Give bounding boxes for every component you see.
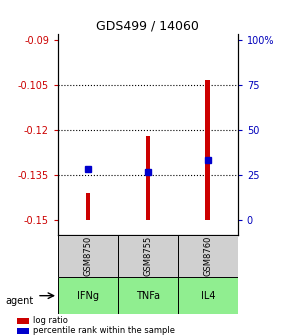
Text: IFNg: IFNg [77, 291, 99, 301]
Bar [118, 235, 178, 277]
Bar [58, 277, 118, 314]
Text: GSM8755: GSM8755 [143, 236, 153, 276]
Bar [178, 277, 238, 314]
Text: agent: agent [6, 296, 34, 306]
Bar [17, 318, 29, 324]
Text: IL4: IL4 [201, 291, 215, 301]
Bar [178, 235, 238, 277]
Text: GSM8750: GSM8750 [84, 236, 93, 276]
Text: percentile rank within the sample: percentile rank within the sample [33, 326, 175, 335]
Bar [118, 277, 178, 314]
Bar [205, 80, 210, 220]
Bar [146, 136, 150, 220]
Title: GDS499 / 14060: GDS499 / 14060 [97, 19, 199, 33]
Bar [58, 235, 118, 277]
Text: TNFa: TNFa [136, 291, 160, 301]
Bar [86, 193, 90, 220]
Text: log ratio: log ratio [33, 317, 68, 326]
Text: GSM8760: GSM8760 [203, 236, 212, 277]
Bar [17, 328, 29, 334]
